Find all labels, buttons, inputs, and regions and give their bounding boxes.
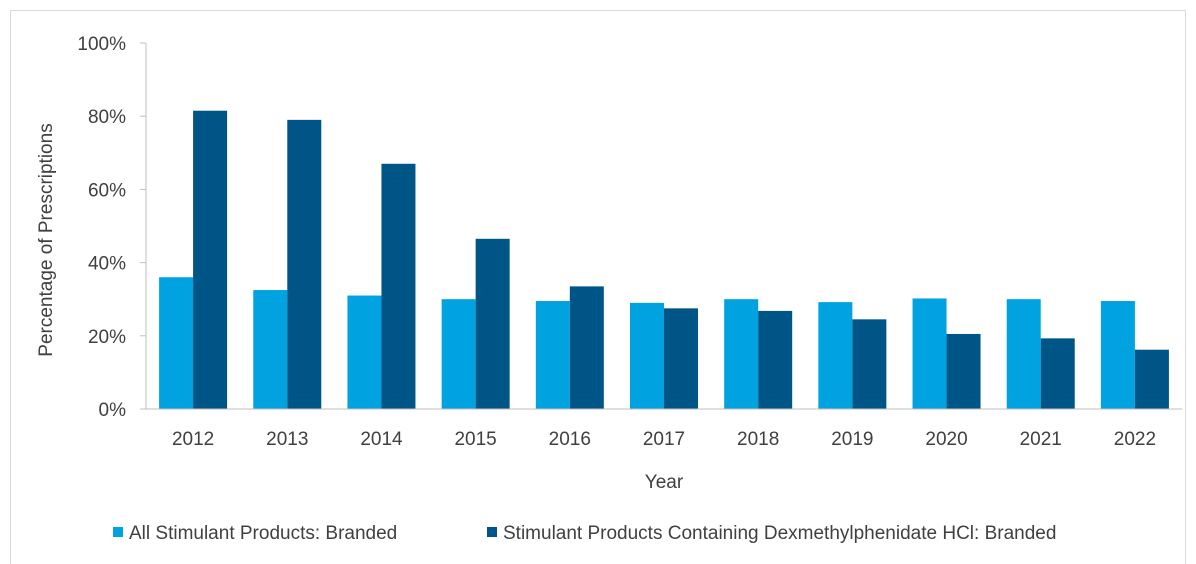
x-tick-label: 2014 [360, 429, 403, 450]
y-tick-label: 20% [88, 327, 126, 348]
bar-all-stimulant-2020 [912, 298, 947, 409]
legend-swatch [487, 527, 497, 537]
bar-dexmethylphenidate-2018 [758, 310, 793, 409]
chart-frame [10, 10, 1186, 564]
x-tick-label: 2022 [1114, 429, 1156, 450]
x-tick-label: 2018 [737, 429, 779, 450]
bar-dexmethylphenidate-2012 [193, 110, 228, 410]
bar-all-stimulant-2021 [1006, 299, 1041, 409]
x-tick-label: 2013 [266, 429, 308, 450]
bar-dexmethylphenidate-2017 [664, 308, 698, 409]
x-tick-label: 2021 [1020, 429, 1062, 450]
x-tick-label: 2016 [549, 429, 591, 450]
x-tick-label: 2017 [643, 429, 685, 450]
x-tick-label: 2012 [172, 429, 214, 450]
bar-dexmethylphenidate-2015 [475, 238, 510, 409]
y-tick-label: 100% [77, 34, 126, 55]
y-axis-title: Percentage of Prescriptions [36, 123, 57, 356]
bar-all-stimulant-2016 [535, 301, 570, 409]
bar-all-stimulant-2022 [1100, 301, 1135, 409]
bar-all-stimulant-2019 [818, 302, 853, 409]
x-axis-title: Year [645, 472, 684, 493]
y-axis-ticks: 0% 20% 40% 60% 80% 100% [77, 34, 146, 421]
legend-label: Stimulant Products Containing Dexmethylp… [503, 523, 1056, 544]
bar-dexmethylphenidate-2016 [569, 286, 604, 409]
y-tick-label: 80% [88, 107, 126, 128]
x-axis-ticks: 2012 2013 2014 2015 2016 2017 2018 2019 2020 2021… [172, 429, 1156, 450]
y-tick-label: 60% [88, 180, 126, 201]
bar-all-stimulant-2017 [630, 302, 664, 409]
legend: All Stimulant Products: Branded Stimulant… [113, 523, 1056, 544]
bar-all-stimulant-2015 [441, 299, 476, 409]
x-tick-label: 2015 [454, 429, 496, 450]
y-tick-label: 40% [88, 254, 126, 275]
legend-label: All Stimulant Products: Branded [129, 523, 397, 544]
bar-dexmethylphenidate-2013 [287, 119, 322, 410]
x-tick-label: 2020 [925, 429, 967, 450]
bars-group [159, 110, 1169, 410]
bar-all-stimulant-2012 [159, 277, 194, 409]
legend-swatch [113, 527, 123, 537]
y-tick-label: 0% [99, 400, 127, 421]
bar-dexmethylphenidate-2020 [946, 333, 981, 409]
bar-dexmethylphenidate-2022 [1134, 349, 1169, 409]
bar-all-stimulant-2013 [253, 290, 288, 409]
x-tick-label: 2019 [831, 429, 873, 450]
bar-all-stimulant-2014 [347, 295, 382, 409]
bar-dexmethylphenidate-2014 [381, 163, 416, 409]
bar-all-stimulant-2018 [724, 299, 759, 409]
bar-dexmethylphenidate-2021 [1040, 338, 1075, 409]
bar-dexmethylphenidate-2019 [852, 319, 887, 409]
